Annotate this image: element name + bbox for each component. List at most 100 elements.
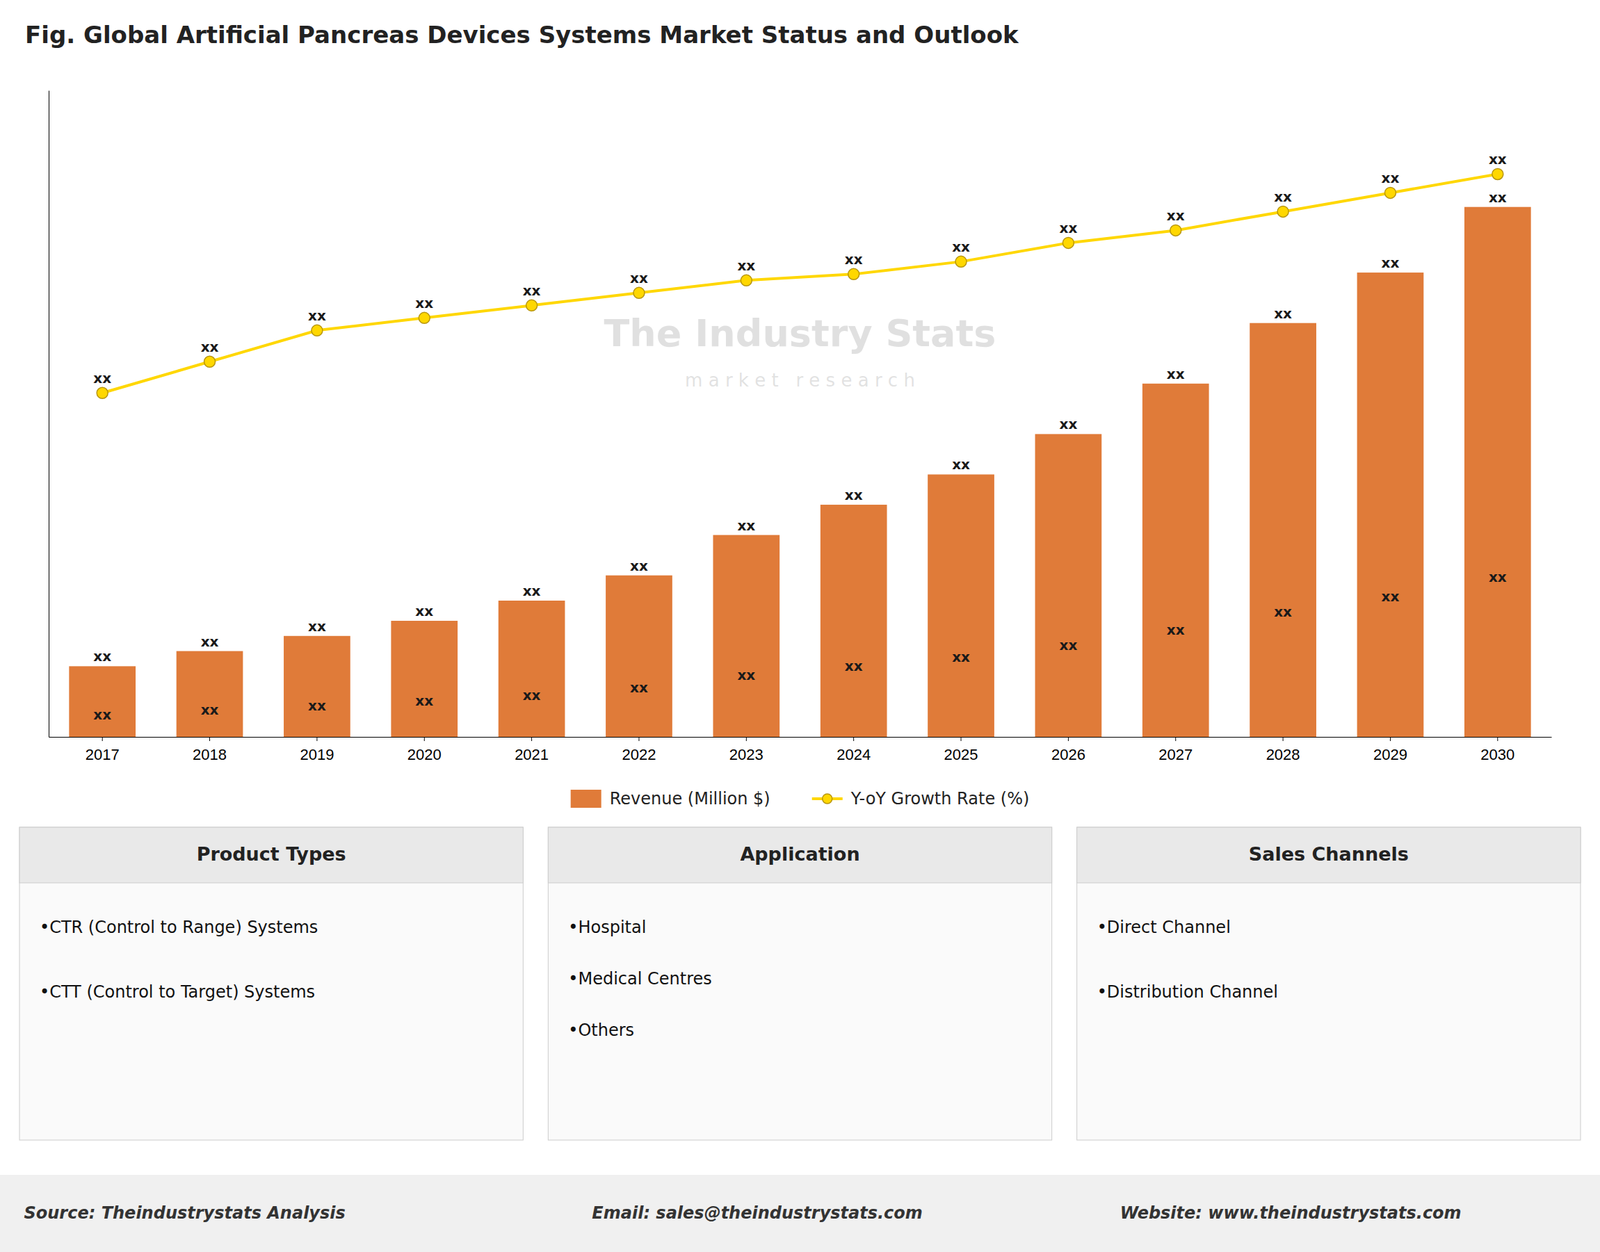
line-point-label: xx (415, 294, 434, 312)
panel-item: •Medical Centres (568, 969, 712, 989)
x-tick: 2019 (299, 737, 334, 764)
panel-item: •Direct Channel (1097, 917, 1231, 938)
bar-inner-label: xx (415, 692, 434, 710)
panel-header (1077, 827, 1581, 884)
bar (605, 575, 673, 738)
x-tick-mark (424, 737, 425, 742)
line-point-label: xx (93, 369, 112, 387)
panel-item: •CTT (Control to Target) Systems (39, 982, 315, 1002)
bar-inner-label: xx (1273, 603, 1292, 621)
line-marker (1492, 168, 1504, 180)
bar-top-label: xx (1059, 415, 1078, 433)
line-marker (1170, 224, 1182, 236)
line-point-label: xx (1059, 219, 1078, 237)
legend: Revenue (Million $) Y-oY Growth Rate (%) (570, 789, 1030, 809)
bar-top-label: xx (951, 456, 971, 473)
x-tick: 2024 (836, 737, 871, 764)
x-tick-label: 2023 (729, 746, 764, 764)
footer-text: Source: Theindustrystats Analysis (24, 1203, 346, 1224)
watermark-subtext: m a r k e t r e s e a r c h (684, 369, 916, 391)
bar-inner-label: xx (522, 687, 541, 704)
bar-inner-label: xx (629, 679, 649, 697)
bar-inner-label: xx (951, 648, 971, 666)
bar-inner-label: xx (308, 697, 327, 715)
legend-item: Revenue (Million $) (570, 789, 771, 809)
legend-swatch (570, 789, 602, 808)
bar-top-label: xx (844, 486, 863, 504)
bar-inner-label: xx (93, 706, 112, 724)
line-marker (204, 356, 216, 368)
panel-title: Sales Channels (1248, 843, 1409, 866)
x-tick-label: 2024 (836, 746, 871, 764)
x-tick-mark (746, 737, 747, 742)
x-tick-label: 2022 (621, 746, 656, 764)
background (0, 0, 1600, 1252)
x-axis: 2017201820192020202120222023202420252026… (49, 737, 1553, 764)
y-axis-line (48, 91, 50, 738)
line-marker (526, 299, 538, 311)
x-tick-mark (209, 737, 210, 742)
line-marker (418, 312, 430, 324)
line-marker (1062, 237, 1074, 249)
panel-item: •Hospital (568, 917, 646, 938)
bar-top-label: xx (522, 582, 541, 600)
bar-top-label: xx (1488, 189, 1507, 206)
x-tick-label: 2026 (1051, 746, 1086, 764)
x-tick-label: 2019 (299, 746, 334, 764)
line-marker (1384, 187, 1396, 199)
panel-header (547, 827, 1052, 884)
line-point-label: xx (1166, 207, 1185, 224)
line-marker (740, 274, 752, 286)
x-tick-mark (531, 737, 532, 742)
bar-inner-label: xx (1166, 621, 1185, 639)
bar (283, 636, 351, 738)
panel-body (19, 827, 523, 1141)
line-point-label: xx (629, 269, 649, 287)
bar (498, 600, 566, 738)
legend-marker (822, 794, 833, 804)
line-point-label: xx (1273, 188, 1292, 206)
line-point-label: xx (844, 251, 863, 268)
panel-body (1077, 827, 1581, 1141)
x-tick: 2018 (192, 737, 227, 764)
x-tick: 2026 (1051, 737, 1086, 764)
legend-label: Y-oY Growth Rate (%) (850, 789, 1030, 809)
x-axis-line (49, 737, 1553, 738)
panel-body (547, 827, 1052, 1141)
line-marker (848, 268, 860, 280)
chart-svg: Fig. Global Artificial Pancreas Devices … (0, 0, 1600, 1252)
legend-label: Revenue (Million $) (609, 789, 771, 809)
bar (1142, 383, 1210, 738)
data-labels: xx xx xx xx xx xx xx xx xx xx xx xx xx xx xx xx xx xx xx xx… (93, 150, 1507, 724)
bar (927, 474, 995, 738)
bar-inner-label: xx (737, 666, 756, 684)
panel-title: Product Types (196, 843, 347, 866)
legend-item: Y-oY Growth Rate (%) (812, 789, 1030, 809)
watermark-text: The Industry Stats (603, 311, 996, 356)
line-marker (311, 324, 323, 336)
chart-title: Fig. Global Artificial Pancreas Devices … (25, 20, 1020, 49)
panel-item: •CTR (Control to Range) Systems (39, 917, 318, 938)
line-marker (955, 255, 967, 268)
panel-item: •Distribution Channel (1097, 982, 1279, 1002)
plot-marks (68, 168, 1531, 738)
bar (712, 535, 780, 738)
x-tick-mark (1068, 737, 1069, 742)
line-point-label: xx (308, 307, 327, 325)
x-tick-mark (316, 737, 318, 742)
bar-top-label: xx (1381, 254, 1400, 272)
bar (1249, 323, 1317, 738)
x-tick-label: 2018 (192, 746, 227, 764)
bar (390, 620, 458, 738)
line (102, 173, 1498, 393)
line-point-label: xx (951, 238, 971, 256)
info-panel: Product Types •CTR (Control to Range) Sys… (19, 827, 523, 1141)
info-panel: Application•Hospital•Medical Centres•Oth… (547, 827, 1052, 1141)
x-tick-mark (960, 737, 962, 742)
footer-text: Website: www.theindustrystats.com (1120, 1203, 1462, 1224)
x-tick: 2029 (1373, 737, 1408, 764)
panel-header (19, 827, 523, 884)
x-tick: 2021 (514, 737, 549, 764)
bar-inner-label: xx (844, 657, 863, 675)
line-point-label: xx (522, 282, 541, 300)
